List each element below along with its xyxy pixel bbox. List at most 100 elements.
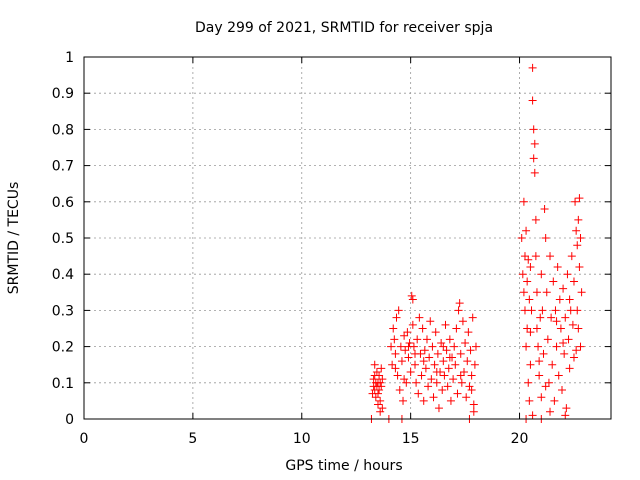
data-point bbox=[462, 393, 471, 402]
data-point bbox=[548, 360, 557, 369]
data-point bbox=[442, 346, 451, 355]
data-point bbox=[401, 346, 410, 355]
data-point bbox=[378, 404, 387, 413]
data-point bbox=[428, 342, 437, 351]
data-point bbox=[373, 400, 382, 409]
data-point bbox=[429, 393, 438, 402]
data-point bbox=[466, 346, 475, 355]
y-tick-label: 0.9 bbox=[52, 86, 74, 102]
data-point bbox=[553, 262, 562, 271]
data-point bbox=[526, 262, 535, 271]
data-point bbox=[470, 360, 479, 369]
x-tick-label: 5 bbox=[188, 431, 197, 447]
data-point bbox=[575, 194, 584, 203]
data-point bbox=[388, 360, 397, 369]
data-point bbox=[454, 306, 463, 315]
data-point bbox=[565, 295, 574, 304]
data-point bbox=[546, 407, 555, 416]
data-point bbox=[407, 291, 416, 300]
data-point bbox=[529, 154, 538, 163]
data-point bbox=[430, 360, 439, 369]
data-point bbox=[523, 324, 532, 333]
data-point bbox=[377, 364, 386, 373]
data-point bbox=[418, 324, 427, 333]
data-point bbox=[432, 378, 441, 387]
data-point bbox=[456, 371, 465, 380]
data-point bbox=[537, 393, 546, 402]
y-tick-label: 0.6 bbox=[52, 195, 74, 211]
data-point bbox=[405, 338, 414, 347]
data-point bbox=[559, 284, 568, 293]
data-point bbox=[443, 382, 452, 391]
y-tick-label: 0.2 bbox=[52, 340, 74, 356]
data-point bbox=[532, 324, 541, 333]
data-point bbox=[551, 306, 560, 315]
data-point bbox=[376, 396, 385, 405]
data-point bbox=[522, 226, 531, 235]
data-point bbox=[532, 288, 541, 297]
data-point bbox=[411, 360, 420, 369]
data-point bbox=[559, 338, 568, 347]
data-point bbox=[522, 342, 531, 351]
data-point bbox=[432, 367, 441, 376]
data-point bbox=[414, 389, 423, 398]
data-point bbox=[561, 313, 570, 322]
data-point bbox=[540, 205, 549, 214]
data-point bbox=[547, 313, 556, 322]
data-point bbox=[542, 288, 551, 297]
data-point bbox=[535, 357, 544, 366]
y-tick-label: 0.7 bbox=[52, 159, 74, 175]
data-point bbox=[391, 349, 400, 358]
data-point bbox=[463, 357, 472, 366]
data-point bbox=[456, 349, 465, 358]
data-point bbox=[460, 367, 469, 376]
data-point bbox=[376, 407, 385, 416]
data-point bbox=[524, 255, 533, 264]
y-tick-label: 0.1 bbox=[52, 376, 74, 392]
data-point bbox=[529, 125, 538, 134]
data-point bbox=[394, 306, 403, 315]
y-tick-label: 0.4 bbox=[52, 267, 74, 283]
data-point bbox=[535, 371, 544, 380]
data-point bbox=[525, 396, 534, 405]
data-point bbox=[564, 335, 573, 344]
data-point bbox=[526, 360, 535, 369]
data-point bbox=[373, 389, 382, 398]
data-point bbox=[517, 234, 526, 242]
data-point bbox=[403, 328, 412, 337]
data-point bbox=[455, 299, 464, 308]
data-point bbox=[552, 317, 561, 326]
data-point bbox=[404, 353, 413, 362]
data-point bbox=[370, 360, 379, 369]
data-point bbox=[572, 226, 581, 235]
data-point bbox=[550, 396, 559, 405]
data-point bbox=[537, 270, 546, 279]
x-axis-ticks: 0 5 10 15 20 bbox=[80, 57, 528, 447]
data-point bbox=[561, 411, 570, 420]
data-point bbox=[424, 382, 433, 391]
y-tick-label: 0.5 bbox=[52, 231, 74, 247]
data-point bbox=[451, 360, 460, 369]
data-point bbox=[574, 324, 583, 333]
data-point bbox=[524, 378, 533, 387]
data-point bbox=[541, 382, 550, 391]
data-point bbox=[389, 324, 398, 333]
data-point bbox=[554, 371, 563, 380]
y-tick-label: 1 bbox=[65, 50, 74, 66]
y-tick-label: 0.3 bbox=[52, 303, 74, 319]
data-point bbox=[439, 342, 448, 351]
data-point bbox=[397, 357, 406, 366]
data-point bbox=[400, 375, 409, 384]
data-point bbox=[549, 277, 558, 286]
data-point bbox=[543, 335, 552, 344]
data-point bbox=[419, 396, 428, 405]
data-point bbox=[420, 346, 429, 355]
data-point bbox=[539, 349, 548, 358]
data-point bbox=[519, 288, 528, 297]
data-point bbox=[530, 139, 539, 148]
data-point bbox=[471, 342, 480, 351]
data-point bbox=[519, 197, 528, 206]
data-point bbox=[378, 375, 387, 384]
data-point bbox=[426, 317, 435, 326]
